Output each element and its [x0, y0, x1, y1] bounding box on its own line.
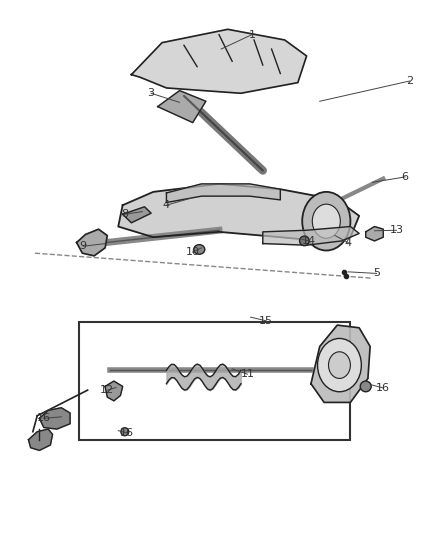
Text: 16: 16 [376, 383, 390, 393]
Polygon shape [131, 29, 307, 93]
Text: 6: 6 [402, 172, 409, 182]
Polygon shape [166, 184, 280, 203]
Polygon shape [105, 381, 123, 401]
Text: 11: 11 [240, 369, 254, 379]
Ellipse shape [360, 381, 371, 392]
Circle shape [328, 352, 350, 378]
Circle shape [302, 192, 350, 251]
Ellipse shape [121, 427, 129, 436]
Circle shape [312, 204, 340, 238]
Ellipse shape [194, 245, 205, 254]
Polygon shape [158, 91, 206, 123]
Polygon shape [77, 229, 107, 256]
Text: 3: 3 [148, 88, 155, 98]
Text: 1: 1 [248, 30, 255, 39]
Polygon shape [263, 227, 359, 245]
Polygon shape [123, 207, 151, 223]
Text: 4: 4 [345, 238, 352, 247]
Polygon shape [311, 325, 370, 402]
Polygon shape [28, 429, 53, 450]
Text: 8: 8 [121, 209, 128, 219]
Text: 12: 12 [100, 385, 114, 395]
Text: 13: 13 [389, 225, 403, 235]
Text: 9: 9 [80, 241, 87, 251]
Ellipse shape [300, 236, 309, 246]
Polygon shape [39, 408, 70, 429]
Text: 2: 2 [406, 76, 413, 86]
Text: 15: 15 [259, 316, 273, 326]
Polygon shape [366, 227, 383, 241]
Text: 5: 5 [373, 269, 380, 278]
Polygon shape [118, 184, 359, 243]
Text: 16: 16 [37, 414, 51, 423]
Circle shape [318, 338, 361, 392]
Text: 10: 10 [186, 247, 200, 257]
Text: 14: 14 [302, 236, 316, 246]
Text: 4: 4 [163, 200, 170, 210]
Text: 16: 16 [120, 428, 134, 438]
